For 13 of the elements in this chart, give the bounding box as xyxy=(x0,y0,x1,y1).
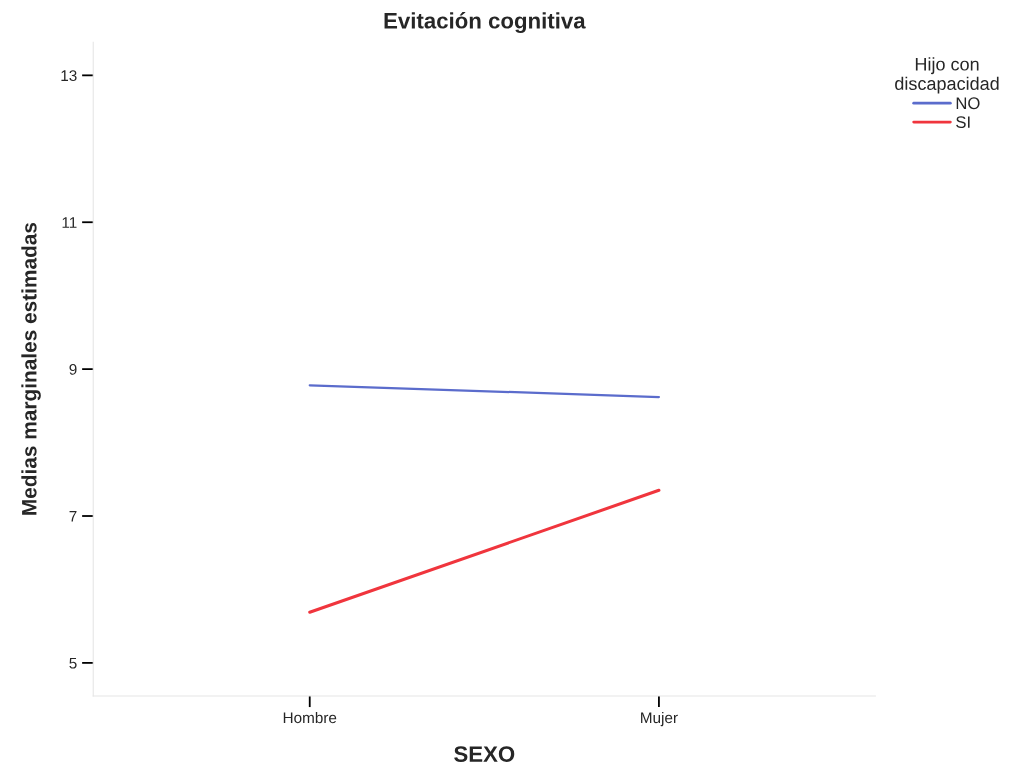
chart-title: Evitación cognitiva xyxy=(384,12,586,34)
x-tick-label: Hombre xyxy=(283,711,337,724)
y-axis-title: Medias marginales estimadas xyxy=(21,222,41,515)
y-tick-label: 13 xyxy=(61,70,77,82)
legend-label: NO xyxy=(956,97,980,110)
x-axis-title: SEXO xyxy=(454,746,515,762)
legend-title: Hijo con discapacidad xyxy=(895,57,999,94)
x-tick-label: Mujer xyxy=(641,711,678,727)
y-tick-label: 7 xyxy=(69,511,77,522)
y-tick-label: 11 xyxy=(62,217,77,228)
y-tick-label: 5 xyxy=(69,657,77,669)
legend-label: SI xyxy=(956,116,970,129)
y-tick-label: 9 xyxy=(69,363,77,375)
